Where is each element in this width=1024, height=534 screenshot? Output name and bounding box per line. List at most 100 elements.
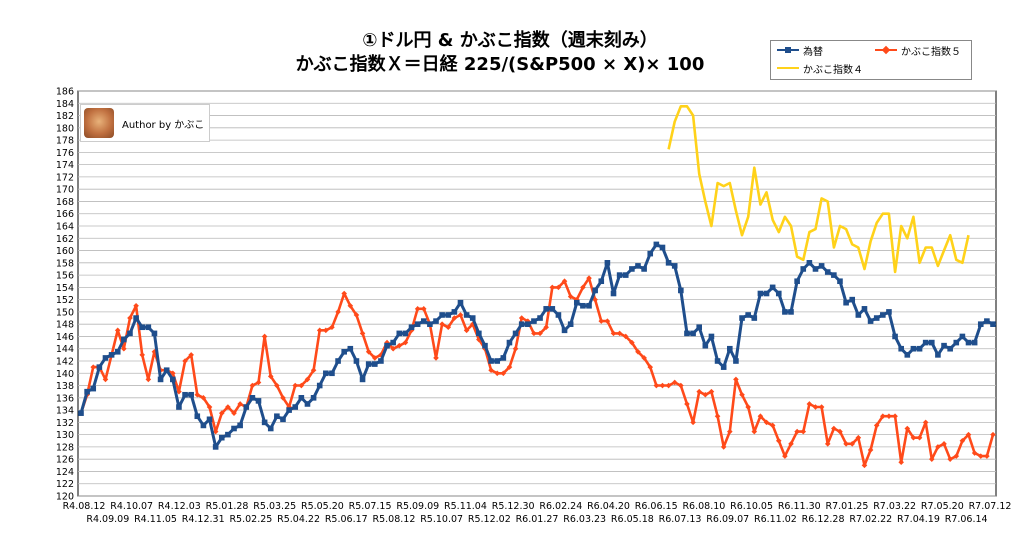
data-point (751, 315, 758, 321)
x-tick-label: R7.03.22 (873, 501, 916, 512)
data-point (335, 358, 341, 364)
data-point (947, 345, 953, 352)
y-tick-label: 152 (56, 295, 74, 306)
y-tick-label: 186 (56, 87, 74, 98)
data-point (176, 388, 182, 395)
data-point (720, 364, 727, 370)
legend-item-kabuko5: かぶこ指数５ (875, 43, 961, 58)
data-point (78, 410, 84, 416)
data-point (347, 302, 354, 309)
data-point (359, 330, 366, 337)
data-point (420, 306, 427, 312)
data-point (739, 391, 745, 398)
data-point (861, 306, 868, 312)
data-point (837, 278, 843, 285)
data-point (525, 321, 531, 327)
data-point (904, 425, 911, 432)
data-point (684, 401, 690, 407)
data-point (763, 419, 770, 426)
data-point (647, 364, 654, 370)
data-point (622, 272, 629, 278)
y-tick-label: 156 (56, 271, 74, 282)
y-tick-label: 126 (56, 455, 74, 466)
data-point (555, 284, 562, 291)
legend-swatch-kabuko4 (777, 67, 799, 69)
data-point (971, 450, 978, 456)
data-point (727, 345, 733, 352)
data-point (176, 404, 182, 410)
y-tick-label: 184 (56, 99, 74, 110)
data-point (561, 278, 568, 285)
data-point (445, 312, 452, 318)
data-point (108, 352, 115, 358)
data-point (384, 342, 390, 349)
data-point (935, 444, 941, 450)
data-point (114, 327, 121, 334)
data-point (586, 275, 592, 281)
data-point (763, 290, 770, 297)
data-point (261, 333, 268, 340)
data-point (561, 327, 568, 334)
author-avatar (84, 108, 114, 138)
data-point (922, 419, 929, 426)
y-tick-label: 134 (56, 406, 74, 417)
data-point (641, 266, 647, 272)
x-tick-label: R5.07.15 (349, 501, 392, 512)
data-point (163, 367, 170, 374)
data-point (420, 318, 427, 324)
x-tick-label: R6.12.28 (802, 514, 845, 525)
data-point (880, 312, 886, 318)
data-point (457, 312, 464, 318)
legend-item-kabuko4: かぶこ指数４ (777, 61, 863, 76)
data-point (910, 345, 917, 352)
x-tick-label: R7.05.20 (921, 501, 964, 512)
data-point (941, 441, 947, 447)
data-point (121, 345, 127, 352)
y-tick-label: 162 (56, 234, 74, 245)
data-point (580, 302, 586, 309)
data-point (170, 370, 176, 377)
data-point (170, 376, 176, 383)
data-point (402, 339, 409, 346)
data-point (353, 358, 360, 364)
data-point (365, 348, 372, 355)
data-point (390, 339, 396, 346)
data-point (488, 358, 494, 364)
data-point (635, 348, 641, 355)
data-point (206, 404, 213, 410)
data-point (788, 441, 794, 447)
data-point (739, 315, 745, 321)
data-point (151, 348, 158, 355)
data-point (800, 428, 807, 435)
y-tick-label: 178 (56, 136, 74, 147)
data-point (708, 388, 715, 395)
data-point (610, 330, 617, 337)
data-point (598, 278, 605, 285)
data-point (886, 413, 892, 420)
data-point (451, 309, 458, 315)
data-point (555, 312, 562, 318)
data-point (96, 364, 103, 370)
data-point (323, 370, 329, 377)
data-point (243, 404, 250, 410)
data-point (225, 404, 231, 410)
y-tick-label: 150 (56, 307, 74, 318)
series-1 (78, 275, 996, 469)
data-point (292, 404, 299, 410)
data-point (904, 352, 911, 358)
x-tick-label: R6.04.20 (587, 501, 630, 512)
data-point (371, 361, 378, 367)
data-point (249, 382, 256, 389)
data-point (977, 321, 984, 327)
x-tick-label: R4.08.12 (63, 501, 106, 512)
data-point (469, 321, 476, 327)
data-point (702, 342, 709, 349)
data-point (843, 299, 849, 306)
data-point (800, 266, 807, 272)
data-point (616, 330, 623, 337)
data-point (206, 416, 213, 423)
data-point (414, 321, 421, 327)
data-point (824, 269, 831, 275)
x-tick-label: R6.10.05 (730, 501, 773, 512)
data-point (745, 312, 751, 318)
